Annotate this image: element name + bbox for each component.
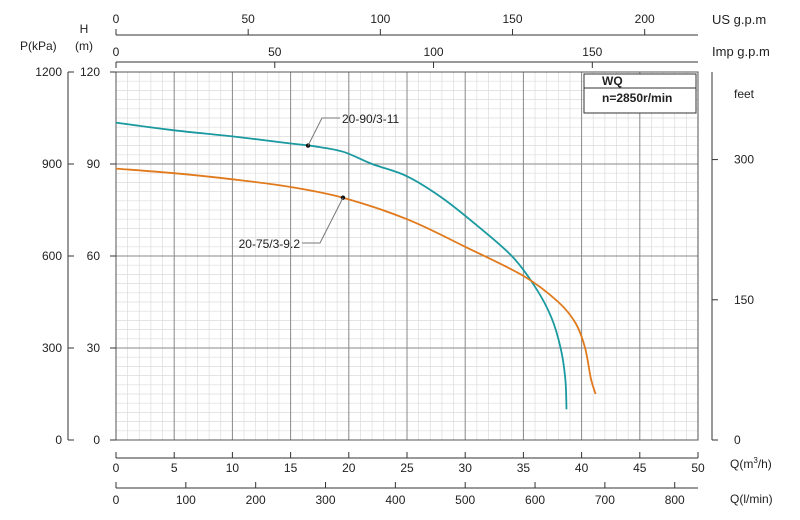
legend-title: WQ bbox=[602, 74, 623, 88]
head-tick-label: 60 bbox=[87, 249, 101, 263]
feet-tick-label: 150 bbox=[734, 293, 754, 307]
legend-subtitle: n=2850r/min bbox=[602, 91, 672, 105]
q-m3h-tick-label: 45 bbox=[633, 461, 647, 475]
pressure-tick-label: 300 bbox=[42, 341, 62, 355]
series-layer bbox=[115, 121, 597, 410]
us-gpm-tick-label: 150 bbox=[503, 12, 523, 26]
pressure-tick-label: 600 bbox=[42, 249, 62, 263]
q-m3h-tick-label: 25 bbox=[400, 461, 414, 475]
head-axis-label-line1: H bbox=[80, 22, 89, 36]
q-lmin-tick-label: 700 bbox=[595, 493, 615, 507]
us-gpm-axis-label: US g.p.m bbox=[712, 12, 766, 27]
annotation-label: 20-90/3-11 bbox=[342, 112, 399, 126]
q-lmin-tick-label: 500 bbox=[455, 493, 475, 507]
imp-gpm-tick-label: 50 bbox=[268, 45, 282, 59]
feet-axis-label: feet bbox=[734, 87, 755, 101]
annotation-leader bbox=[307, 117, 340, 146]
q-lmin-tick-label: 100 bbox=[176, 493, 196, 507]
q-lmin-tick-label: 300 bbox=[316, 493, 336, 507]
q-m3h-tick-label: 30 bbox=[459, 461, 473, 475]
us-gpm-tick-label: 0 bbox=[113, 12, 120, 26]
head-axis-label-line2: (m) bbox=[75, 39, 93, 53]
feet-tick-label: 0 bbox=[734, 433, 741, 447]
q-m3h-axis-label: Q(m3/h) bbox=[730, 456, 772, 471]
imp-gpm-axis-label: Imp g.p.m bbox=[712, 44, 770, 59]
imp-gpm-tick-label: 150 bbox=[582, 45, 602, 59]
head-tick-label: 90 bbox=[87, 157, 101, 171]
pressure-tick-label: 0 bbox=[55, 433, 62, 447]
annotation-leader bbox=[302, 197, 344, 244]
q-m3h-tick-label: 35 bbox=[517, 461, 531, 475]
curve-20-75-3-9-2 bbox=[115, 167, 597, 395]
imp-gpm-tick-label: 100 bbox=[424, 45, 444, 59]
us-gpm-tick-label: 50 bbox=[241, 12, 255, 26]
head-tick-label: 0 bbox=[93, 433, 100, 447]
q-m3h-tick-label: 5 bbox=[171, 461, 178, 475]
q-lmin-tick-label: 600 bbox=[525, 493, 545, 507]
feet-tick-label: 300 bbox=[734, 153, 754, 167]
us-gpm-tick-label: 200 bbox=[635, 12, 655, 26]
head-tick-label: 120 bbox=[80, 65, 100, 79]
head-tick-label: 30 bbox=[87, 341, 101, 355]
q-lmin-axis-label: Q(l/min) bbox=[730, 492, 773, 506]
q-lmin-tick-label: 800 bbox=[665, 493, 685, 507]
pressure-tick-label: 900 bbox=[42, 157, 62, 171]
pressure-tick-label: 1200 bbox=[35, 65, 62, 79]
q-m3h-tick-label: 40 bbox=[575, 461, 589, 475]
q-m3h-tick-label: 50 bbox=[691, 461, 705, 475]
curve-20-90-3-11 bbox=[115, 121, 568, 410]
q-m3h-tick-label: 0 bbox=[113, 461, 120, 475]
q-lmin-tick-label: 0 bbox=[113, 493, 120, 507]
annotation-layer: 20-90/3-11 20-75/3-9.2 bbox=[239, 112, 400, 251]
q-lmin-tick-label: 200 bbox=[246, 493, 266, 507]
q-m3h-tick-label: 15 bbox=[284, 461, 298, 475]
axes: 0 5 10 15 20 25 30 35 40 45 500 100 200 300 400 500 600 7… bbox=[35, 12, 754, 507]
q-m3h-tick-label: 20 bbox=[342, 461, 356, 475]
legend-box: WQ n=2850r/min bbox=[583, 73, 697, 114]
annotation-label: 20-75/3-9.2 bbox=[239, 237, 301, 251]
q-m3h-tick-label: 10 bbox=[226, 461, 240, 475]
imp-gpm-tick-label: 0 bbox=[113, 45, 120, 59]
us-gpm-tick-label: 100 bbox=[370, 12, 390, 26]
q-lmin-tick-label: 400 bbox=[385, 493, 405, 507]
pressure-axis-label: P(kPa) bbox=[20, 39, 57, 53]
